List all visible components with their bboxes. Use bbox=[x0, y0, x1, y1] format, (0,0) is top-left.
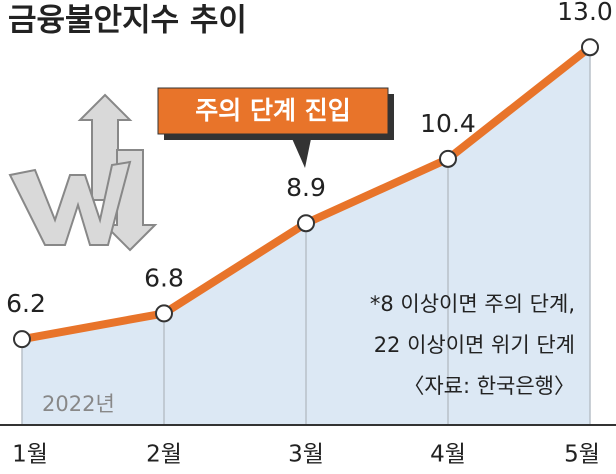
value-label: 6.2 bbox=[6, 289, 46, 318]
annotation-pointer bbox=[290, 134, 312, 168]
note: 22 이상이면 위기 단계 bbox=[374, 333, 575, 357]
marker bbox=[581, 38, 599, 57]
x-tick-label: 5월 bbox=[564, 442, 600, 468]
x-tick-label: 1월 bbox=[12, 442, 48, 468]
x-tick-label: 2월 bbox=[146, 442, 182, 468]
marker bbox=[439, 149, 457, 168]
annotation-box bbox=[157, 87, 389, 135]
won-shape bbox=[8, 160, 132, 246]
x-tick-label: 4월 bbox=[430, 442, 466, 468]
x-tick-label: 3월 bbox=[288, 442, 324, 468]
won-icon bbox=[8, 93, 158, 252]
marker bbox=[297, 214, 315, 233]
marker bbox=[13, 330, 31, 349]
chart-title: 금융불안지수 추이 bbox=[8, 3, 247, 39]
marker bbox=[155, 304, 173, 323]
value-label: 10.4 bbox=[420, 109, 476, 138]
note: 〈자료: 한국은행〉 bbox=[403, 374, 575, 398]
year-label: 2022년 bbox=[42, 392, 115, 416]
value-label: 8.9 bbox=[286, 173, 326, 202]
annotation: 주의 단계 진입 bbox=[195, 96, 350, 125]
value-label: 13.0 bbox=[557, 0, 613, 26]
value-label: 6.8 bbox=[144, 263, 184, 292]
note: *8 이상이면 주의 단계, bbox=[370, 292, 575, 316]
